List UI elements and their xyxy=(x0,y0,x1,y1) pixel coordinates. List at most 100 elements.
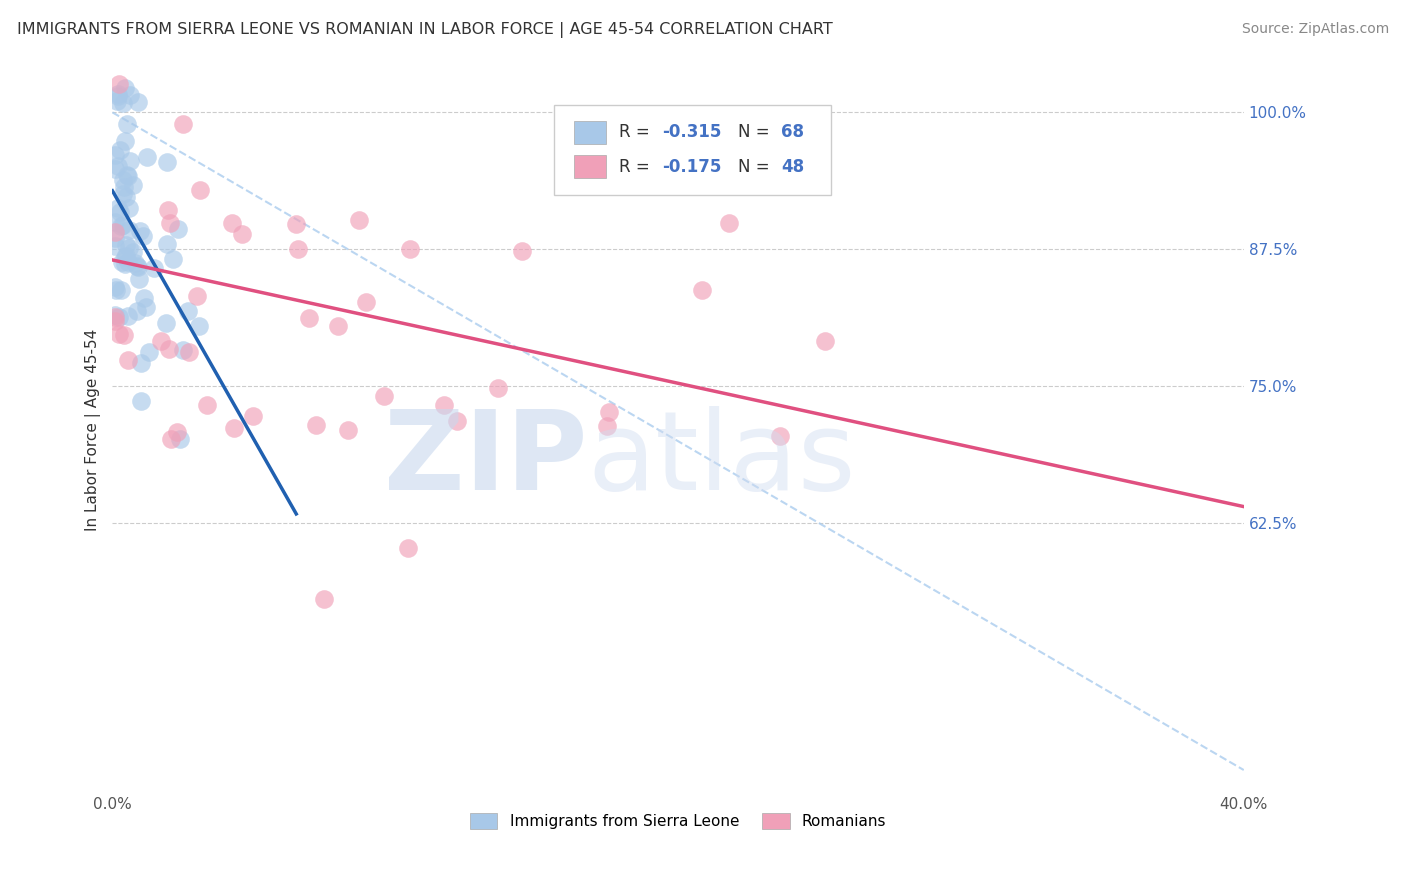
Point xyxy=(304,417,326,432)
Point xyxy=(125,304,148,318)
Point xyxy=(110,283,132,297)
Point xyxy=(114,179,136,194)
Point xyxy=(104,314,127,328)
Text: 68: 68 xyxy=(782,123,804,141)
Point xyxy=(156,203,179,218)
Point xyxy=(104,280,127,294)
Point xyxy=(111,218,134,232)
Point xyxy=(373,388,395,402)
Point xyxy=(169,432,191,446)
Point xyxy=(111,254,134,268)
Point xyxy=(150,334,173,349)
Point xyxy=(117,352,139,367)
Point xyxy=(156,237,179,252)
Point xyxy=(188,183,211,197)
Point xyxy=(115,168,138,182)
Text: R =: R = xyxy=(619,158,655,176)
Point xyxy=(326,318,349,333)
Text: -0.175: -0.175 xyxy=(662,158,721,176)
Point xyxy=(127,260,149,274)
Point xyxy=(285,217,308,231)
Point xyxy=(222,421,245,435)
FancyBboxPatch shape xyxy=(574,155,606,178)
Point xyxy=(690,283,713,297)
Point xyxy=(159,216,181,230)
Point xyxy=(118,223,141,237)
Point xyxy=(118,88,141,103)
Point xyxy=(172,343,194,358)
Point xyxy=(135,150,157,164)
Point xyxy=(510,244,533,259)
Point xyxy=(162,252,184,266)
Text: N =: N = xyxy=(738,123,775,141)
Point xyxy=(117,254,139,268)
Point xyxy=(112,328,135,343)
Point xyxy=(433,398,456,412)
Point xyxy=(122,245,145,260)
Point xyxy=(596,418,619,433)
Text: IMMIGRANTS FROM SIERRA LEONE VS ROMANIAN IN LABOR FORCE | AGE 45-54 CORRELATION : IMMIGRANTS FROM SIERRA LEONE VS ROMANIAN… xyxy=(17,22,832,38)
Point xyxy=(108,326,131,341)
Point xyxy=(177,345,200,359)
Point xyxy=(114,134,136,148)
Point xyxy=(446,414,468,428)
Point xyxy=(114,257,136,271)
Point xyxy=(167,222,190,236)
Point xyxy=(160,433,183,447)
Point xyxy=(111,186,134,201)
Point xyxy=(104,148,127,162)
Point xyxy=(107,201,129,215)
Point xyxy=(115,190,138,204)
FancyBboxPatch shape xyxy=(574,121,606,145)
Y-axis label: In Labor Force | Age 45-54: In Labor Force | Age 45-54 xyxy=(86,329,101,532)
Point xyxy=(127,260,149,275)
Text: 48: 48 xyxy=(782,158,804,176)
Point xyxy=(769,428,792,442)
Point xyxy=(118,201,141,215)
Point xyxy=(107,87,129,101)
Point xyxy=(155,317,177,331)
Point xyxy=(115,238,138,252)
Point xyxy=(104,310,127,324)
Point xyxy=(121,178,143,192)
Point xyxy=(157,342,180,356)
Point xyxy=(156,154,179,169)
Point xyxy=(114,250,136,264)
FancyBboxPatch shape xyxy=(554,104,831,195)
Point xyxy=(172,117,194,131)
Point xyxy=(104,161,127,176)
Point xyxy=(598,405,620,419)
Point xyxy=(118,241,141,255)
Point xyxy=(107,159,129,173)
Point xyxy=(142,261,165,276)
Point xyxy=(242,409,264,424)
Point xyxy=(117,169,139,183)
Point xyxy=(121,45,143,59)
Point xyxy=(194,13,217,28)
Point xyxy=(231,227,253,241)
Point xyxy=(110,219,132,234)
Point xyxy=(298,311,321,326)
Point xyxy=(117,309,139,323)
Point xyxy=(814,334,837,348)
Point xyxy=(108,143,131,157)
Point xyxy=(336,423,359,437)
Point xyxy=(354,294,377,309)
Point xyxy=(155,2,177,16)
Point xyxy=(135,300,157,314)
Point xyxy=(104,239,127,253)
Point xyxy=(166,425,188,440)
Point xyxy=(187,318,209,333)
Point xyxy=(111,173,134,187)
Point xyxy=(287,242,309,256)
Point xyxy=(127,95,149,109)
Point xyxy=(717,216,740,230)
Point xyxy=(114,80,136,95)
Point xyxy=(115,249,138,263)
Point xyxy=(120,154,142,169)
Legend: Immigrants from Sierra Leone, Romanians: Immigrants from Sierra Leone, Romanians xyxy=(464,806,893,835)
Point xyxy=(195,398,218,412)
Point xyxy=(104,308,127,322)
Point xyxy=(129,356,152,370)
Point xyxy=(124,255,146,269)
